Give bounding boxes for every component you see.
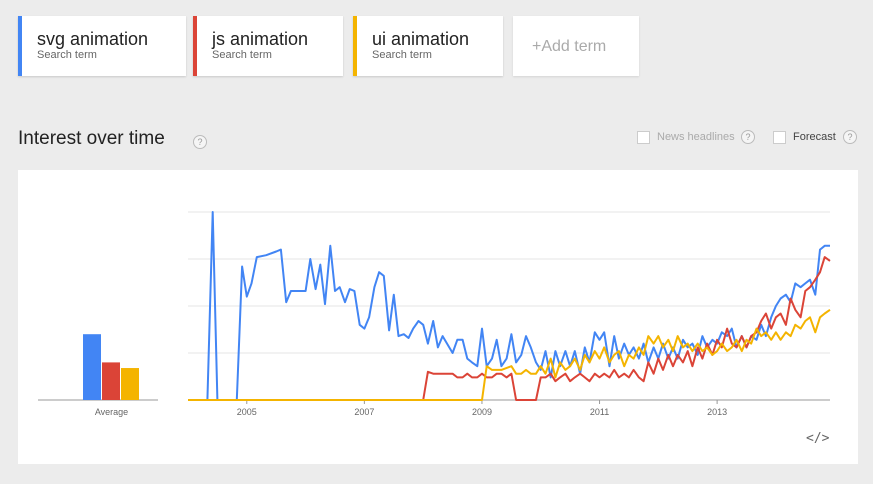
average-bar xyxy=(83,334,101,400)
term-type: Search term xyxy=(212,49,272,61)
add-term-button[interactable]: +Add term xyxy=(513,16,639,76)
forecast-label: Forecast xyxy=(793,131,836,143)
term-color-bar xyxy=(18,16,22,76)
add-term-label: +Add term xyxy=(532,38,607,55)
average-bar xyxy=(102,362,120,400)
term-card-js[interactable]: js animation Search term xyxy=(193,16,343,76)
help-icon[interactable]: ? xyxy=(741,130,755,144)
term-color-bar xyxy=(193,16,197,76)
x-tick-label: 2013 xyxy=(707,407,727,417)
help-icon[interactable]: ? xyxy=(843,130,857,144)
chart-panel: 2005 2007 2009 2011 2013 Average xyxy=(18,170,858,464)
x-tick-label: 2007 xyxy=(354,407,374,417)
x-tick-label: 2011 xyxy=(590,407,609,417)
help-icon[interactable]: ? xyxy=(193,135,207,149)
news-headlines-checkbox[interactable] xyxy=(637,131,650,144)
section-title: Interest over time xyxy=(18,128,165,149)
term-card-ui[interactable]: ui animation Search term xyxy=(353,16,503,76)
term-name: ui animation xyxy=(372,29,470,49)
term-card-svg[interactable]: svg animation Search term xyxy=(18,16,186,76)
series-line xyxy=(188,211,830,401)
x-tick-label: 2005 xyxy=(237,407,257,417)
series-line xyxy=(188,256,831,401)
term-name: js animation xyxy=(212,29,309,49)
term-type: Search term xyxy=(372,49,432,61)
term-color-bar xyxy=(353,16,357,76)
embed-code-icon[interactable]: </> xyxy=(806,431,830,446)
average-bar xyxy=(121,368,139,400)
news-headlines-label: News headlines xyxy=(657,131,735,143)
term-name: svg animation xyxy=(37,29,149,49)
term-type: Search term xyxy=(37,49,97,61)
average-label: Average xyxy=(95,407,128,417)
forecast-checkbox[interactable] xyxy=(773,131,786,144)
series-line xyxy=(188,308,831,401)
x-tick-label: 2009 xyxy=(472,407,492,417)
interest-chart: 2005 2007 2009 2011 2013 Average xyxy=(38,211,831,417)
